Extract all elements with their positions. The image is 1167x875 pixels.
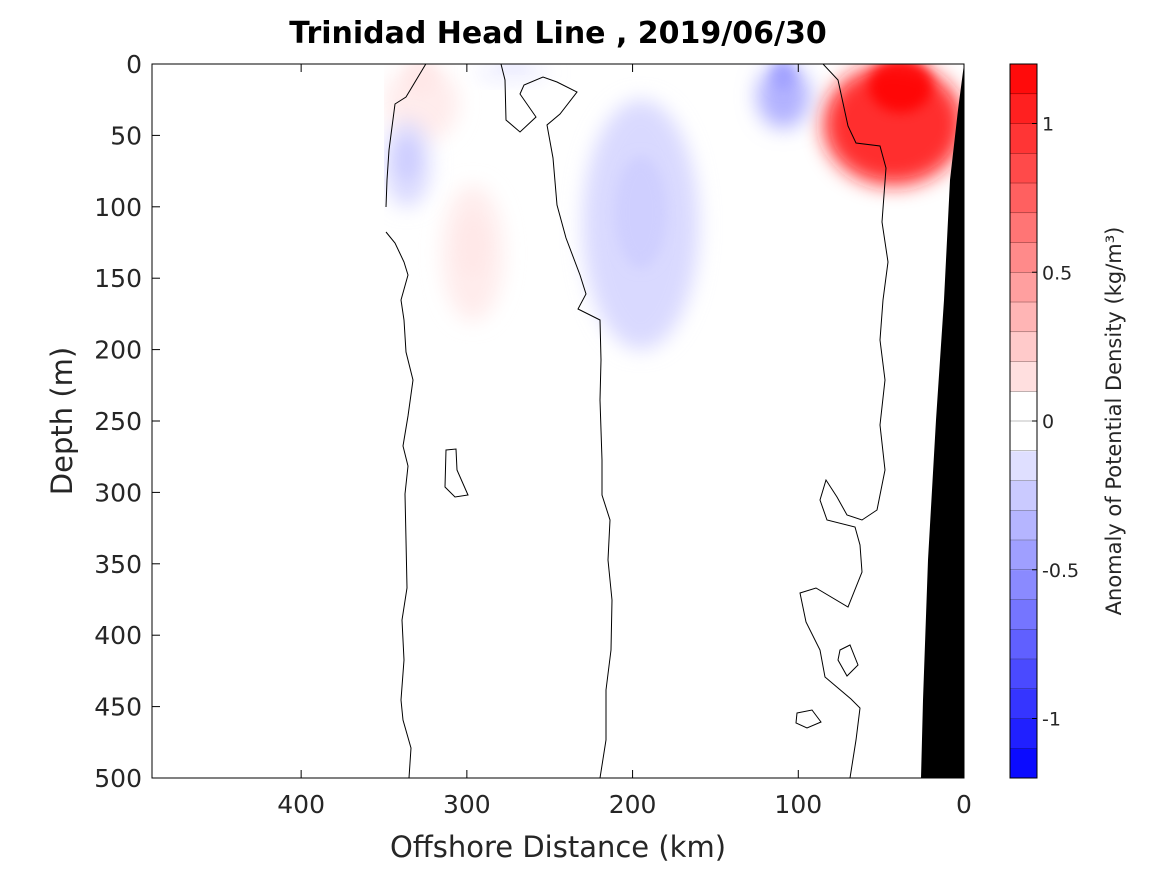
y-tick-label: 300 — [94, 478, 142, 507]
colorbar-step — [1010, 688, 1037, 719]
zero-contours — [385, 64, 889, 778]
zero-contour-line — [799, 64, 889, 778]
anomaly-core-positive — [458, 215, 487, 277]
colorbar-step — [1010, 629, 1037, 660]
anomaly-core-positive — [404, 64, 439, 96]
colorbar-step — [1010, 153, 1037, 184]
colorbar-step — [1010, 421, 1037, 452]
colorbar-tick-label: 1 — [1042, 114, 1054, 136]
zero-contour-line — [444, 448, 469, 498]
x-tick-label: 300 — [443, 790, 491, 819]
anomaly-core-negative — [495, 64, 530, 71]
colorbar-tick-label: 0 — [1042, 411, 1054, 433]
y-tick-label: 150 — [94, 264, 142, 293]
zero-contour-line — [837, 644, 859, 677]
zero-contour-line — [385, 64, 485, 208]
y-tick-label: 100 — [94, 193, 142, 222]
colorbar-step — [1010, 659, 1037, 690]
y-tick-label: 0 — [126, 50, 142, 79]
colorbar-step — [1010, 480, 1037, 511]
colorbar-tick-label: -1 — [1042, 709, 1061, 731]
anomaly-core-positive — [868, 64, 933, 113]
colorbar-step — [1010, 391, 1037, 422]
colorbar-step — [1010, 302, 1037, 333]
x-axis: 400 300 200 100 0 — [277, 64, 972, 819]
x-tick-label: 0 — [956, 790, 972, 819]
y-tick-label: 250 — [94, 407, 142, 436]
y-tick-label: 200 — [94, 336, 142, 365]
anomaly-core-negative — [396, 140, 418, 179]
colorbar-step — [1010, 748, 1037, 779]
zero-contour-line — [500, 64, 613, 778]
colorbar-tick-label: -0.5 — [1042, 560, 1079, 582]
y-axis-label: Depth (m) — [45, 347, 79, 495]
colorbar: 1 0.5 0 -0.5 -1 — [1009, 63, 1079, 779]
y-axis: 0 50 100 150 200 250 300 350 400 450 500 — [94, 50, 964, 793]
colorbar-step — [1010, 361, 1037, 392]
colorbar-step — [1010, 569, 1037, 600]
y-tick-label: 500 — [94, 764, 142, 793]
colorbar-step — [1010, 93, 1037, 124]
y-tick-label: 400 — [94, 621, 142, 650]
colorbar-step — [1010, 599, 1037, 630]
colorbar-step — [1010, 510, 1037, 541]
anomaly-core-negative — [771, 64, 796, 90]
colorbar-step — [1010, 183, 1037, 214]
anomaly-field — [152, 64, 964, 778]
x-tick-label: 200 — [609, 790, 657, 819]
no-data-area — [152, 64, 384, 778]
y-tick-label: 450 — [94, 693, 142, 722]
colorbar-step — [1010, 450, 1037, 481]
colorbar-tick-label: 0.5 — [1042, 262, 1072, 284]
x-tick-label: 100 — [774, 790, 822, 819]
shelf-bathymetry — [921, 64, 964, 778]
colorbar-step — [1010, 331, 1037, 362]
x-axis-label: Offshore Distance (km) — [390, 830, 726, 864]
anomaly-region-negative — [756, 64, 810, 129]
zero-contour-line — [385, 231, 414, 778]
anomaly-core-negative — [614, 155, 667, 269]
y-tick-label: 350 — [94, 550, 142, 579]
colorbar-label: Anomaly of Potential Density (kg/m³) — [1102, 227, 1126, 616]
colorbar-step — [1010, 718, 1037, 749]
chart-title: Trinidad Head Line , 2019/06/30 — [289, 16, 827, 51]
bathymetry — [921, 64, 964, 778]
anomaly-region-negative — [475, 64, 550, 82]
colorbar-step — [1010, 242, 1037, 273]
colorbar-step — [1010, 540, 1037, 571]
colorbar-step — [1010, 64, 1037, 95]
colorbar-step — [1010, 123, 1037, 154]
colorbar-step — [1010, 212, 1037, 243]
colorbar-step — [1010, 272, 1037, 303]
x-tick-label: 400 — [277, 790, 325, 819]
y-tick-label: 50 — [110, 121, 142, 150]
zero-contour-line — [795, 709, 822, 729]
